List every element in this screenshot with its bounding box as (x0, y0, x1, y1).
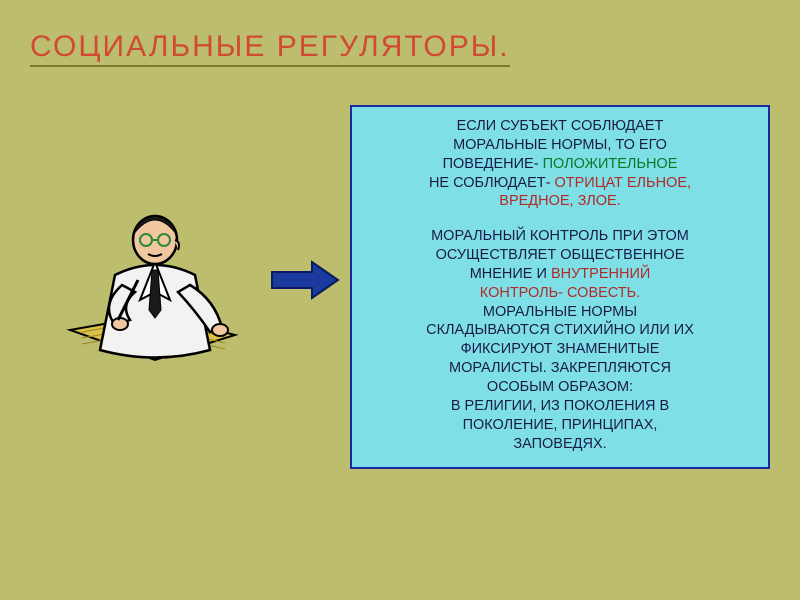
p1-l1: ЕСЛИ СУБЪЕКТ СОБЛЮДАЕТ (364, 117, 756, 136)
p2-l12: ЗАПОВЕДЯХ. (364, 435, 756, 454)
p2-l1: МОРАЛЬНЫЙ КОНТРОЛЬ ПРИ ЭТОМ (364, 227, 756, 246)
p2-l5: МОРАЛЬНЫЕ НОРМЫ (364, 303, 756, 322)
p2-l11: ПОКОЛЕНИЕ, ПРИНЦИПАХ, (364, 416, 756, 435)
p2-l6: СКЛАДЫВАЮТСЯ СТИХИЙНО ИЛИ ИХ (364, 321, 756, 340)
content-textbox: ЕСЛИ СУБЪЕКТ СОБЛЮДАЕТ МОРАЛЬНЫЕ НОРМЫ, … (350, 105, 770, 469)
arrow-icon (270, 260, 340, 300)
p1-l3a: ПОВЕДЕНИЕ- (443, 156, 543, 172)
p1-l4: НЕ СОБЛЮДАЕТ- ОТРИЦАТ ЕЛЬНОЕ, (364, 174, 756, 193)
p2-l3a: МНЕНИЕ И (470, 266, 551, 282)
inner-word-1: ВНУТРЕННИЙ (551, 266, 650, 282)
negative-word-2: ВРЕДНОЕ, ЗЛОЕ. (364, 192, 756, 211)
p1-l4a: НЕ СОБЛЮДАЕТ- (429, 175, 555, 191)
negative-word-1: ОТРИЦАТ ЕЛЬНОЕ, (554, 175, 691, 191)
positive-word: ПОЛОЖИТЕЛЬНОЕ (543, 156, 678, 172)
p2-l9: ОСОБЫМ ОБРАЗОМ: (364, 378, 756, 397)
p1-l3: ПОВЕДЕНИЕ- ПОЛОЖИТЕЛЬНОЕ (364, 155, 756, 174)
p2-l2: ОСУЩЕСТВЛЯЕТ ОБЩЕСТВЕННОЕ (364, 246, 756, 265)
p1-l2: МОРАЛЬНЫЕ НОРМЫ, ТО ЕГО (364, 136, 756, 155)
writer-illustration (60, 200, 250, 370)
title-container: СОЦИАЛЬНЫЕ РЕГУЛЯТОРЫ. (30, 30, 770, 64)
slide-title: СОЦИАЛЬНЫЕ РЕГУЛЯТОРЫ. (30, 30, 510, 67)
inner-word-2: КОНТРОЛЬ- СОВЕСТЬ. (364, 284, 756, 303)
p2-l8: МОРАЛИСТЫ. ЗАКРЕПЛЯЮТСЯ (364, 359, 756, 378)
p2-l7: ФИКСИРУЮТ ЗНАМЕНИТЫЕ (364, 340, 756, 359)
paragraph-gap (364, 211, 756, 227)
p2-l10: В РЕЛИГИИ, ИЗ ПОКОЛЕНИЯ В (364, 397, 756, 416)
p2-l3: МНЕНИЕ И ВНУТРЕННИЙ (364, 265, 756, 284)
